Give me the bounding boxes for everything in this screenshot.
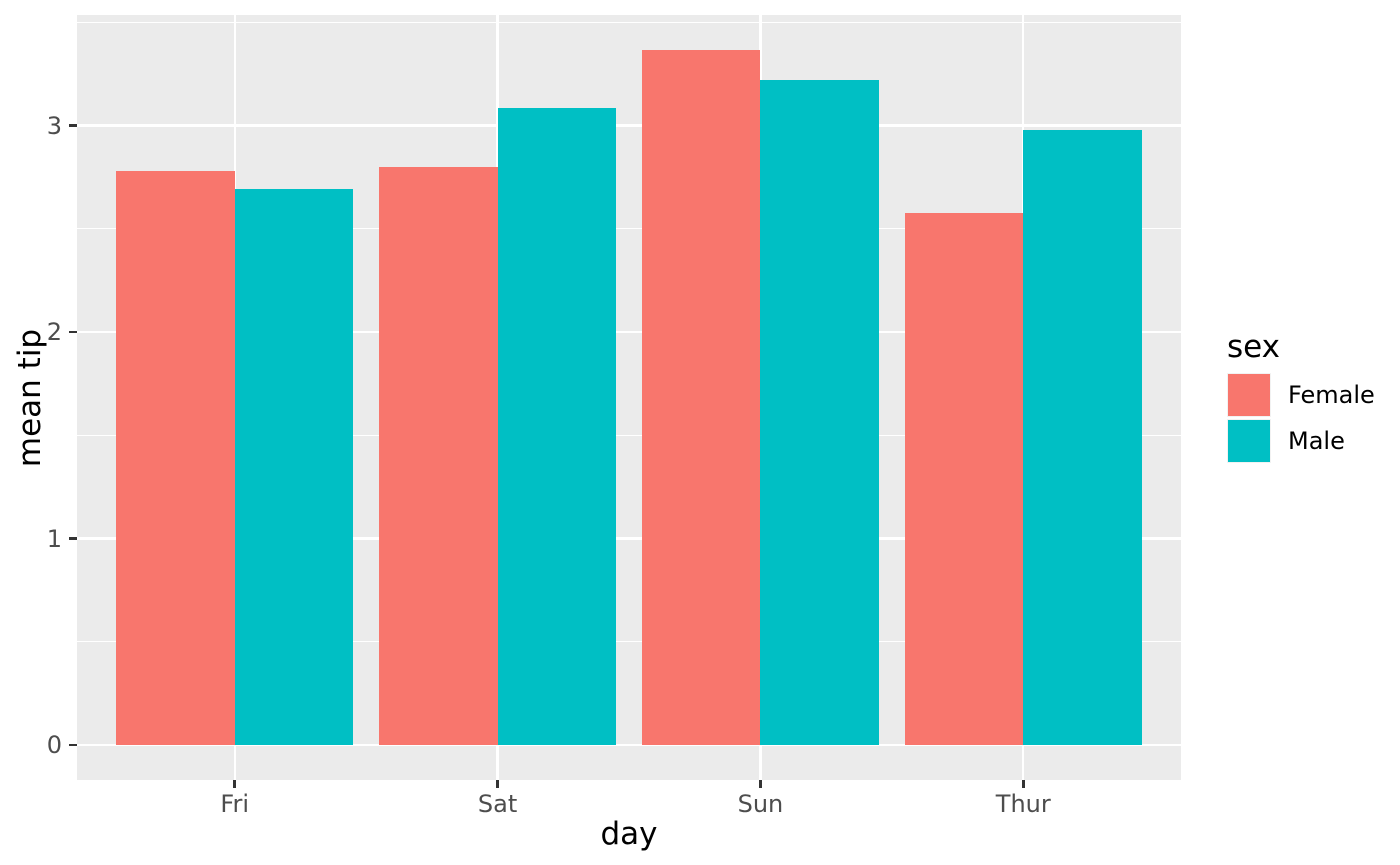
y-tick-label: 2 bbox=[46, 318, 62, 347]
gridline-minor-y bbox=[77, 21, 1181, 24]
bar-male-sun bbox=[760, 80, 879, 746]
x-tick-mark bbox=[1022, 780, 1025, 788]
x-tick-mark bbox=[496, 780, 499, 788]
gridline-minor-y bbox=[77, 641, 1181, 643]
legend-label-female: Female bbox=[1288, 380, 1375, 409]
legend-key bbox=[1227, 418, 1271, 463]
y-tick-label: 3 bbox=[46, 111, 62, 140]
bar-female-sun bbox=[642, 49, 761, 746]
x-tick-label: Thur bbox=[995, 790, 1051, 818]
gridline-major-y bbox=[77, 124, 1181, 127]
legend-label-male: Male bbox=[1288, 426, 1345, 455]
legend-key bbox=[1227, 372, 1271, 417]
plot-panel bbox=[77, 15, 1181, 780]
legend-swatch-male bbox=[1228, 419, 1270, 462]
gridline-major-y bbox=[77, 743, 1181, 747]
legend: sex Female Male bbox=[1227, 329, 1375, 464]
bar-female-thur bbox=[905, 213, 1024, 746]
legend-item-male: Male bbox=[1227, 418, 1375, 463]
y-tick-label: 0 bbox=[46, 731, 62, 760]
legend-title: sex bbox=[1227, 329, 1281, 365]
x-tick-label: Sun bbox=[737, 790, 784, 818]
y-tick-mark bbox=[69, 743, 77, 747]
x-tick-mark bbox=[233, 780, 236, 788]
gridline-minor-y bbox=[77, 228, 1181, 230]
y-tick-mark bbox=[69, 330, 77, 334]
x-axis-title: day bbox=[600, 816, 658, 852]
y-tick-mark bbox=[69, 537, 77, 540]
bar-female-fri bbox=[116, 170, 235, 746]
y-tick-label: 1 bbox=[46, 524, 62, 553]
bar-male-sat bbox=[497, 108, 616, 746]
bar-female-sat bbox=[379, 166, 498, 746]
legend-item-female: Female bbox=[1227, 372, 1375, 417]
gridline-major-y bbox=[77, 537, 1181, 540]
bar-male-fri bbox=[234, 189, 353, 746]
legend-swatch-female bbox=[1228, 373, 1270, 416]
x-tick-mark bbox=[759, 780, 762, 788]
x-tick-label: Fri bbox=[220, 790, 249, 818]
gridline-major-y bbox=[77, 330, 1181, 334]
y-axis-title: mean tip bbox=[12, 328, 48, 467]
gridline-minor-y bbox=[77, 434, 1181, 436]
legend-items: Female Male bbox=[1227, 372, 1375, 463]
x-tick-label: Sat bbox=[477, 790, 518, 818]
bar-male-thur bbox=[1023, 129, 1142, 746]
y-tick-mark bbox=[69, 124, 77, 127]
